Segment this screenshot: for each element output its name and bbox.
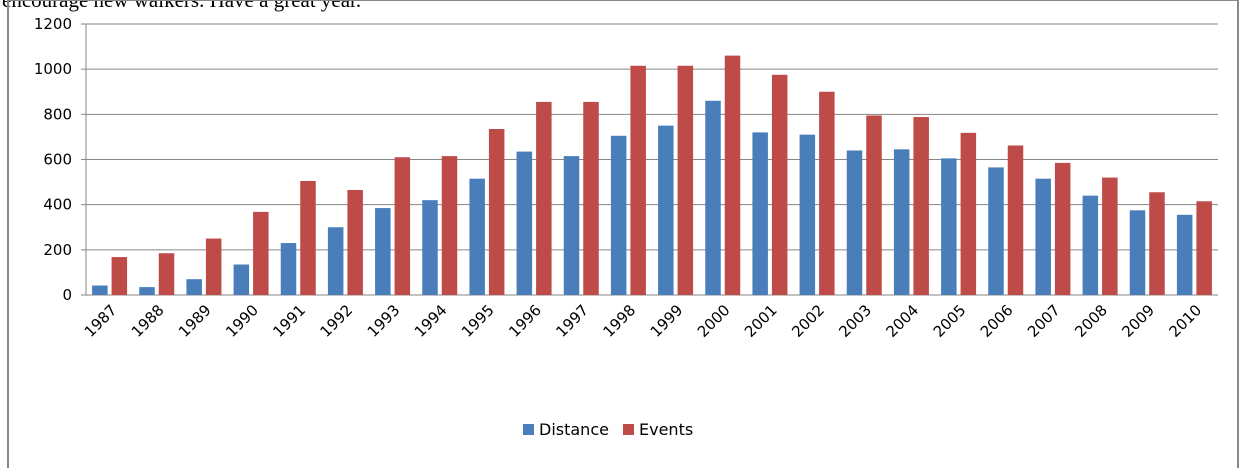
bar-events-1993 [394, 157, 411, 295]
x-tick-label: 2007 [1024, 301, 1064, 341]
legend-swatch-events [623, 424, 634, 435]
bar-distance-2010 [1176, 214, 1193, 295]
bar-events-2004 [913, 117, 929, 295]
x-tick-label: 1994 [411, 301, 451, 341]
bar-distance-2005 [941, 158, 957, 295]
x-tick-label: 1991 [269, 301, 309, 341]
bar-events-1992 [347, 189, 363, 295]
x-tick-label: 1998 [600, 301, 640, 341]
x-tick-label: 1988 [128, 301, 168, 341]
x-tick-label: 1993 [364, 301, 404, 341]
y-tick-label: 0 [62, 286, 72, 304]
bar-distance-1999 [658, 125, 674, 295]
gridlines [81, 23, 1218, 296]
bar-distance-1987 [92, 285, 108, 295]
x-tick-label: 1996 [505, 301, 545, 341]
bar-distance-2001 [752, 132, 768, 295]
bar-distance-1991 [280, 243, 297, 295]
bar-distance-1993 [375, 208, 391, 295]
bar-distance-1988 [139, 287, 155, 295]
x-tick-label: 2009 [1118, 301, 1158, 341]
legend-swatch-distance [523, 424, 534, 435]
bar-distance-1996 [516, 151, 533, 295]
bar-events-1997 [583, 101, 599, 295]
bar-events-1988 [158, 253, 175, 295]
bar-events-2010 [1196, 201, 1212, 295]
x-tick-label: 2008 [1071, 301, 1111, 341]
x-tick-label: 2002 [788, 301, 828, 341]
bar-distance-1992 [327, 227, 344, 295]
bar-events-2006 [1007, 145, 1024, 295]
bar-distance-1994 [422, 200, 438, 295]
bar-events-2003 [866, 115, 882, 296]
legend: Distance Events [523, 420, 693, 439]
bar-distance-2007 [1035, 178, 1051, 295]
bar-events-1990 [253, 211, 269, 295]
x-tick-label: 2005 [930, 301, 970, 341]
header-text: encourage new walkers. Have a great year… [2, 0, 362, 12]
bar-events-1998 [630, 65, 646, 295]
bar-events-1989 [205, 238, 222, 295]
x-tick-label: 1995 [458, 301, 498, 341]
x-tick-label: 2006 [977, 301, 1017, 341]
y-tick-label: 600 [43, 151, 72, 169]
y-tick-label: 800 [43, 105, 72, 123]
bar-distance-2002 [799, 134, 816, 295]
bar-events-1987 [111, 257, 128, 295]
bars [92, 55, 1212, 296]
y-tick-label: 1200 [34, 15, 72, 33]
bar-distance-2004 [893, 149, 910, 295]
bar-events-2008 [1102, 177, 1118, 295]
bar-events-1994 [441, 156, 458, 295]
legend-label-events: Events [639, 420, 693, 439]
x-axis-tick-labels: 1987 1988 1989 1990 1991 1992 1993 1994 1995 1996… [81, 301, 1206, 341]
bar-events-1996 [536, 101, 552, 295]
x-tick-label: 2003 [835, 301, 875, 341]
x-tick-label: 2010 [1166, 301, 1206, 341]
x-tick-label: 1989 [175, 301, 215, 341]
x-tick-label: 1987 [81, 301, 121, 341]
bar-events-2001 [771, 74, 788, 295]
y-tick-label: 400 [43, 196, 72, 214]
bar-events-2005 [960, 132, 977, 295]
y-axis-tick-labels: 0 200 400 600 800 1000 1200 [34, 15, 72, 304]
bar-distance-2008 [1082, 195, 1099, 295]
bar-events-2002 [819, 91, 835, 295]
bar-events-1995 [488, 129, 505, 295]
x-tick-label: 2004 [883, 301, 923, 341]
bar-distance-1995 [469, 178, 485, 295]
bar-distance-2003 [846, 150, 863, 295]
bar-distance-2000 [705, 100, 721, 296]
bar-events-1991 [300, 180, 316, 295]
x-tick-label: 2000 [694, 301, 734, 341]
bar-events-2009 [1149, 192, 1165, 295]
bar-distance-1989 [186, 279, 202, 295]
bar-distance-1990 [233, 264, 250, 295]
chart-frame [7, 0, 1239, 468]
bar-events-2000 [724, 55, 741, 295]
x-tick-label: 1992 [317, 301, 357, 341]
y-tick-label: 200 [43, 241, 72, 259]
bar-distance-1998 [610, 135, 627, 295]
bar-distance-2009 [1129, 210, 1146, 295]
bar-distance-1997 [563, 156, 580, 295]
x-tick-label: 1999 [647, 301, 687, 341]
x-tick-label: 1997 [552, 301, 592, 341]
bar-events-2007 [1054, 162, 1071, 295]
bar-events-1999 [677, 65, 694, 295]
y-tick-label: 1000 [34, 60, 72, 78]
legend-label-distance: Distance [539, 420, 609, 439]
bar-distance-2006 [988, 167, 1004, 295]
x-tick-label: 1990 [222, 301, 262, 341]
x-tick-label: 2001 [741, 301, 781, 341]
